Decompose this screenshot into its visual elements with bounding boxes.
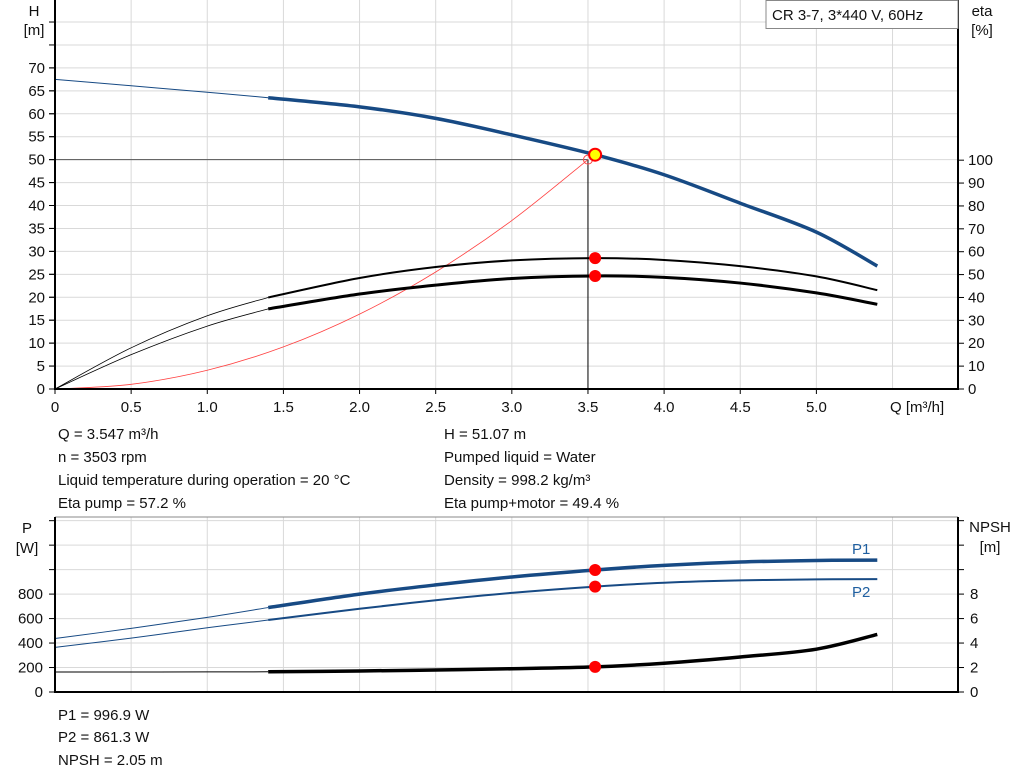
x-tick-label: 1.5 [273, 399, 294, 416]
eta-tick-label: 100 [968, 152, 993, 169]
eta-pump-curve-extrapolated [54, 297, 269, 390]
x-tick-label: 2.5 [425, 399, 446, 416]
info-pumped-liquid: Pumped liquid = Water [444, 449, 596, 466]
h-tick-label: 15 [28, 312, 45, 329]
eta-tick-label: 10 [968, 358, 985, 375]
p-axis-unit: [W] [16, 540, 39, 557]
x-tick-label: 4.5 [730, 399, 751, 416]
npsh-point [589, 660, 602, 673]
p-tick-label: 0 [35, 684, 43, 701]
h-axis-unit: [m] [24, 22, 45, 39]
info-liquid-temp: Liquid temperature during operation = 20… [58, 472, 351, 489]
h-tick-label: 45 [28, 175, 45, 192]
h-tick-label: 5 [37, 358, 45, 375]
npsh-tick-label: 6 [970, 611, 978, 628]
npsh-tick-label: 0 [970, 684, 978, 701]
info-q: Q = 3.547 m³/h [58, 426, 158, 443]
h-tick-label: 20 [28, 289, 45, 306]
h-tick-label: 50 [28, 152, 45, 169]
eta-tick-label: 0 [968, 381, 976, 398]
x-tick-label: 3.5 [578, 399, 599, 416]
info-p1: P1 = 996.9 W [58, 707, 150, 724]
h-tick-label: 35 [28, 220, 45, 237]
eta-pump-motor-point [589, 269, 602, 282]
p-tick-label: 600 [18, 611, 43, 628]
eta-tick-label: 80 [968, 198, 985, 215]
h-tick-label: 40 [28, 198, 45, 215]
npsh-axis-label: NPSH [969, 519, 1011, 536]
p-axis-label: P [22, 520, 32, 537]
h-tick-label: 65 [28, 83, 45, 100]
p2-curve-extrapolated [54, 619, 269, 648]
p2-point [589, 580, 602, 593]
info-density: Density = 998.2 kg/m³ [444, 472, 590, 489]
h-tick-label: 60 [28, 106, 45, 123]
x-tick-label: 4.0 [654, 399, 675, 416]
h-tick-label: 55 [28, 129, 45, 146]
eta-tick-label: 40 [968, 289, 985, 306]
x-tick-label: 2.0 [349, 399, 370, 416]
head-curve-extrapolated [54, 78, 269, 99]
eta-pump-motor-curve-extrapolated [54, 308, 269, 390]
info-eta-pump: Eta pump = 57.2 % [58, 495, 186, 512]
x-tick-label: 1.0 [197, 399, 218, 416]
x-tick-label: 5.0 [806, 399, 827, 416]
npsh-tick-label: 8 [970, 586, 978, 603]
h-tick-label: 70 [28, 60, 45, 77]
q-axis-label: Q [m³/h] [890, 399, 944, 416]
eta-axis-label: eta [972, 3, 994, 20]
p-tick-label: 200 [18, 660, 43, 677]
eta-tick-label: 70 [968, 221, 985, 238]
info-npsh: NPSH = 2.05 m [58, 752, 163, 769]
eta-tick-label: 20 [968, 335, 985, 352]
p-tick-label: 800 [18, 586, 43, 603]
x-tick-label: 3.0 [501, 399, 522, 416]
h-tick-label: 25 [28, 266, 45, 283]
p-tick-label: 400 [18, 635, 43, 652]
npsh-tick-label: 4 [970, 635, 978, 652]
x-tick-label: 0 [51, 399, 59, 416]
h-tick-label: 0 [37, 381, 45, 398]
system-curve [54, 159, 589, 390]
p1-point [589, 564, 602, 577]
x-tick-label: 0.5 [121, 399, 142, 416]
operating-point-marker [588, 147, 603, 162]
legend-text: CR 3-7, 3*440 V, 60Hz [772, 7, 923, 24]
legend-box [765, 0, 959, 29]
eta-axis-unit: [%] [971, 22, 993, 39]
eta-tick-label: 30 [968, 312, 985, 329]
npsh-axis-unit: [m] [980, 539, 1001, 556]
eta-pump-point [589, 252, 602, 265]
h-axis-label: H [29, 3, 40, 20]
info-eta-pump-motor: Eta pump+motor = 49.4 % [444, 495, 619, 512]
info-n: n = 3503 rpm [58, 449, 147, 466]
info-p2: P2 = 861.3 W [58, 729, 150, 746]
eta-tick-label: 90 [968, 175, 985, 192]
npsh-tick-label: 2 [970, 660, 978, 677]
info-h: H = 51.07 m [444, 426, 526, 443]
eta-tick-label: 50 [968, 267, 985, 284]
p1-series-label: P1 [852, 541, 870, 558]
p1-curve-extrapolated [54, 607, 269, 640]
h-tick-label: 30 [28, 243, 45, 260]
h-tick-label: 10 [28, 335, 45, 352]
eta-tick-label: 60 [968, 244, 985, 261]
p2-series-label: P2 [852, 584, 870, 601]
